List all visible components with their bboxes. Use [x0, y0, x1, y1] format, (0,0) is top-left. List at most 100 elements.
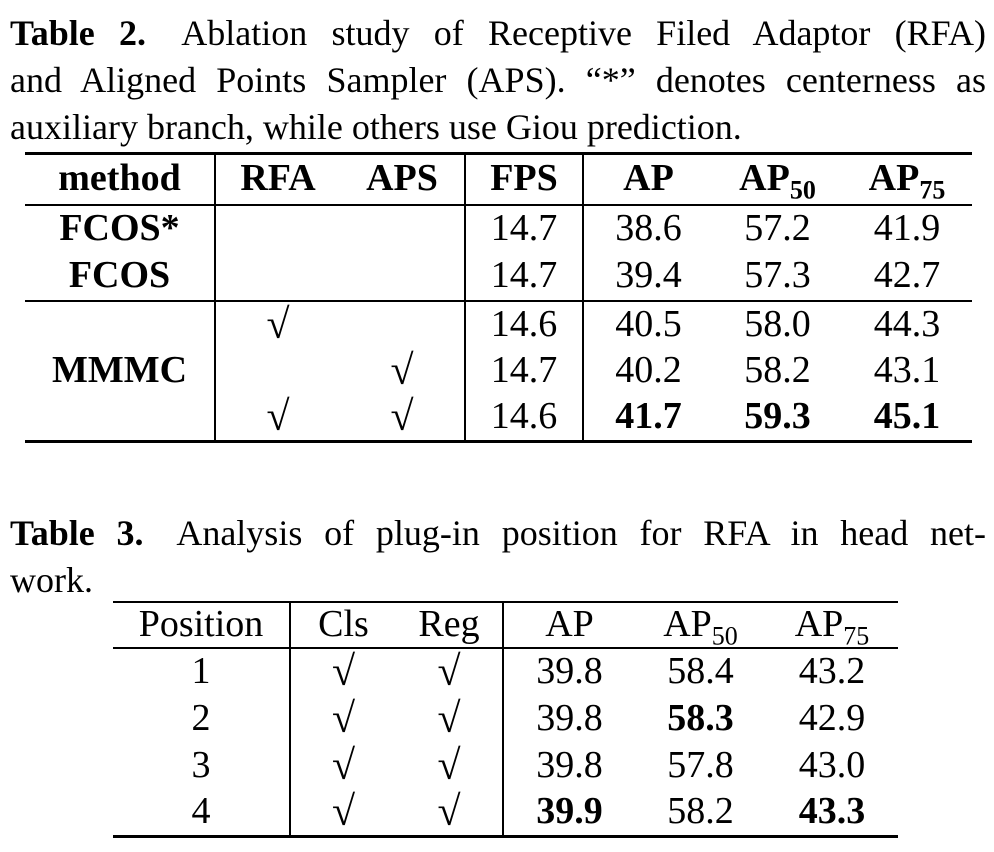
t2-method-fcos: FCOS	[25, 252, 216, 302]
t2-r0-fps: 14.7	[465, 204, 584, 253]
t2-r2-ap: 40.5	[615, 302, 682, 345]
t2-header-ap50-sub: 50	[789, 175, 816, 205]
t2-r1-aps-check	[340, 252, 466, 302]
t3-r3-reg-check: √	[396, 789, 504, 836]
t3-r0-reg-check: √	[396, 648, 504, 695]
t2-method-fcos-star: FCOS*	[25, 204, 216, 253]
t3-r0-position: 1	[113, 648, 291, 695]
t3-r2-cls-check: √	[331, 742, 356, 789]
t3-r1-reg-check: √	[396, 695, 504, 742]
t3-header-ap75: AP75	[766, 602, 898, 649]
t2-r1-rfa-check	[215, 252, 340, 302]
t2-header-method: method	[25, 153, 216, 206]
t3-r3-ap50: 58.2	[667, 789, 734, 832]
t3-r1-ap75: 42.9	[798, 696, 866, 739]
t3-r2-reg-check: √	[396, 742, 504, 789]
t2-r4-aps-check: √	[340, 394, 466, 442]
t2-r4-ap50: 59.3	[744, 395, 811, 438]
t3-r0-ap50: 58.4	[667, 650, 734, 693]
t3-header-ap50-sub: 50	[711, 621, 738, 648]
t3-r1-ap50: 58.3	[667, 696, 734, 739]
t3-r2-ap50: 57.8	[667, 743, 734, 786]
t3-r0-ap75: 43.2	[798, 650, 866, 693]
t2-header-aps: APS	[340, 153, 466, 206]
table2: method RFA APS FPS AP AP50 AP75 FCOS* 14…	[25, 152, 972, 443]
t2-r0-ap50: 57.2	[744, 207, 811, 250]
t3-r3-ap: 39.9	[536, 789, 603, 832]
table3-caption: Table 3. Analysis of plug-in position fo…	[10, 510, 986, 604]
t2-r1-fps: 14.7	[465, 252, 584, 302]
t3-r2-ap: 39.8	[536, 743, 603, 786]
t2-r3-fps: 14.7	[465, 347, 584, 395]
table2-caption-line2: and Aligned Points Sampler (APS). “*” de…	[10, 60, 986, 100]
t2-header-ap50: AP50	[713, 153, 842, 206]
t3-header-ap50: AP50	[635, 602, 766, 649]
table2-row-fcos-star: FCOS* 14.7 38.6 57.2 41.9	[25, 204, 972, 253]
t3-header-reg: Reg	[396, 602, 504, 649]
t2-r3-aps-check: √	[340, 347, 466, 395]
t2-r2-ap50: 58.0	[744, 302, 811, 345]
t2-header-ap75-sub: 75	[919, 175, 946, 205]
t2-r4-ap: 41.7	[615, 395, 682, 438]
table3: Position Cls Reg AP AP50 AP75 1 √ √ 39.8…	[113, 601, 898, 838]
t3-header-position: Position	[113, 602, 291, 649]
table3-caption-line2: work.	[10, 560, 93, 600]
table2-caption-label: Table 2.	[10, 13, 146, 53]
table3-caption-text1: Analysis of plug-in position for RFA in …	[176, 513, 986, 553]
table2-row-mmmc-3: √ √ 14.6 41.7 59.3 45.1	[25, 394, 972, 442]
t3-header-ap75-base: AP	[794, 603, 844, 646]
t2-header-ap: AP	[583, 153, 713, 206]
t2-r3-ap50: 58.2	[744, 349, 811, 392]
t2-r2-rfa-check: √	[266, 301, 290, 348]
t3-r0-ap: 39.8	[536, 650, 603, 693]
t2-r1-ap75: 42.7	[842, 252, 972, 302]
t2-r2-ap75: 44.3	[873, 302, 941, 345]
t2-r3-ap: 40.2	[615, 349, 682, 392]
t2-header-ap50-base: AP	[739, 157, 790, 200]
table3-header-row: Position Cls Reg AP AP50 AP75	[113, 602, 898, 649]
table3-row-3: 3 √ √ 39.8 57.8 43.0	[113, 742, 898, 789]
t3-r3-position: 4	[113, 789, 291, 836]
t3-r0-cls-check: √	[331, 649, 356, 695]
t3-r3-ap75: 43.3	[798, 789, 866, 832]
t3-r3-cls-check: √	[331, 789, 356, 835]
t3-r1-ap: 39.8	[536, 696, 603, 739]
t2-r1-ap: 39.4	[583, 252, 713, 302]
t2-r0-rfa-check	[215, 205, 340, 253]
t3-header-ap: AP	[503, 602, 635, 649]
t2-r2-fps: 14.6	[465, 300, 584, 348]
t2-r0-aps-check	[340, 204, 466, 253]
t2-header-ap75-base: AP	[868, 157, 920, 200]
table2-header-row: method RFA APS FPS AP AP50 AP75	[25, 153, 972, 206]
table2-row-fcos: FCOS 14.7 39.4 57.3 42.7	[25, 252, 972, 302]
t2-method-mmmc: MMMC	[25, 300, 216, 442]
table3-row-2: 2 √ √ 39.8 58.3 42.9	[113, 695, 898, 742]
t3-r1-position: 2	[113, 695, 291, 742]
table3-row-4: 4 √ √ 39.9 58.2 43.3	[113, 789, 898, 836]
table2-caption-line1: Table 2. Ablation study of Receptive Fil…	[10, 10, 986, 57]
table2-caption-line3: auxiliary branch, while others use Giou …	[10, 107, 742, 147]
t2-r1-ap50: 57.3	[713, 252, 842, 302]
t3-r2-ap75: 43.0	[798, 743, 866, 786]
t2-r4-fps: 14.6	[465, 394, 584, 442]
table3-caption-line1: Table 3. Analysis of plug-in position fo…	[10, 510, 986, 557]
t2-r4-rfa-check: √	[266, 394, 290, 441]
t3-header-cls: Cls	[290, 602, 396, 649]
t2-header-ap75: AP75	[842, 153, 972, 206]
table2-row-mmmc-1: MMMC √ 14.6 40.5 58.0 44.3	[25, 300, 972, 442]
t2-r3-rfa-check	[215, 348, 340, 395]
t2-r3-ap75: 43.1	[873, 349, 941, 392]
t2-r4-ap75: 45.1	[873, 395, 941, 438]
table2-caption: Table 2. Ablation study of Receptive Fil…	[10, 10, 986, 151]
t2-r2-aps-check	[340, 300, 466, 348]
t3-header-ap50-base: AP	[663, 603, 712, 646]
t3-r2-position: 3	[113, 742, 291, 789]
t3-r1-cls-check: √	[331, 695, 356, 742]
t2-r0-ap75: 41.9	[873, 207, 941, 250]
t2-header-fps: FPS	[465, 153, 584, 206]
table3-row-1: 1 √ √ 39.8 58.4 43.2	[113, 648, 898, 695]
table2-caption-text1: Ablation study of Receptive Filed Adapto…	[181, 13, 987, 53]
t2-r0-ap: 38.6	[615, 207, 682, 250]
t3-header-ap75-sub: 75	[843, 621, 870, 648]
